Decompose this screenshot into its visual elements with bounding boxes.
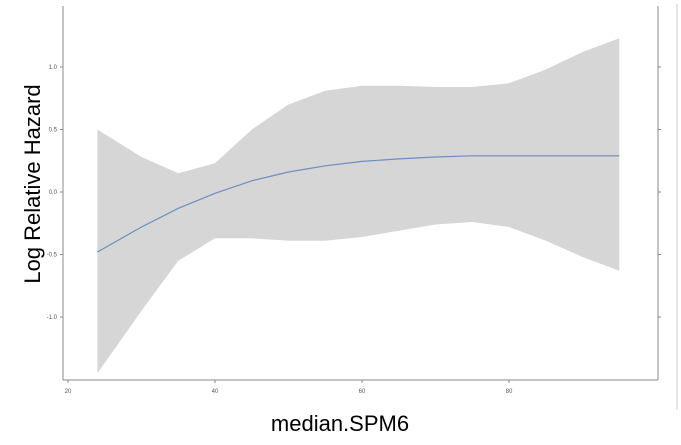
- x-tick-label: 40: [212, 389, 219, 395]
- y-tick-label: -1.0: [47, 315, 58, 321]
- y-tick-label: -0.5: [47, 253, 58, 259]
- y-tick-label: 0.5: [49, 128, 58, 134]
- x-axis-label: median.SPM6: [271, 411, 409, 436]
- y-tick-label: 0.0: [49, 190, 58, 196]
- y-axis-label: Log Relative Hazard: [20, 84, 45, 283]
- confidence-band: [97, 38, 620, 374]
- x-tick-label: 60: [359, 389, 366, 395]
- y-tick-label: 1.0: [49, 65, 58, 71]
- fitted-line: [97, 155, 620, 253]
- x-tick-label: 80: [506, 389, 513, 395]
- x-tick-label: 20: [65, 389, 72, 395]
